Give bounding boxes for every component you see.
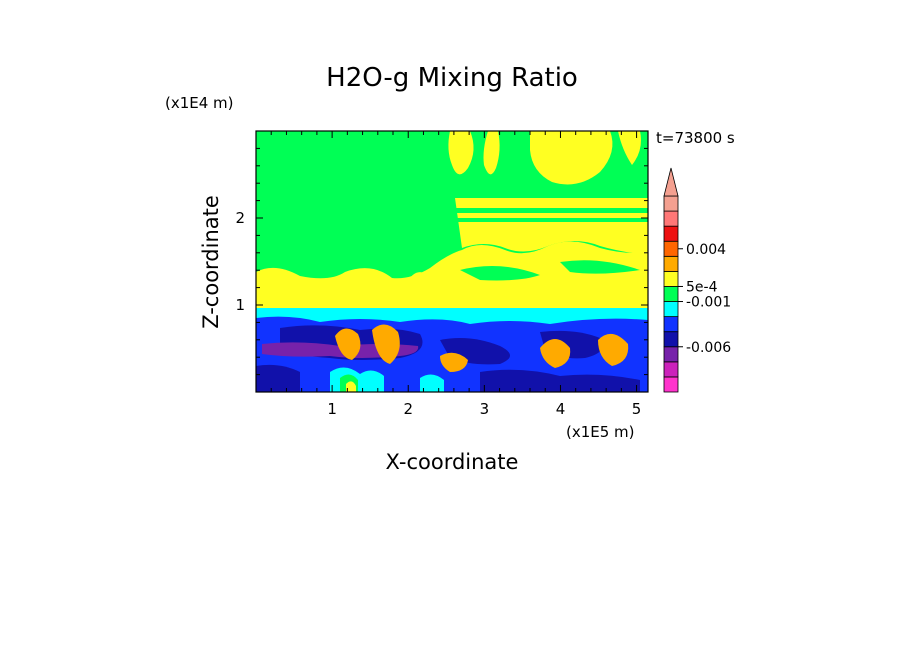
x-axis: 1 2 3 4 5 [270, 131, 642, 418]
colorbar-label: -0.001 [686, 295, 731, 311]
colorbar-level [663, 361, 679, 378]
colorbar-level [663, 210, 679, 227]
time-label: t=73800 s [656, 129, 735, 147]
colorbar-level [663, 195, 679, 212]
colorbar-extend-max [663, 167, 679, 197]
colorbar-level [663, 255, 679, 272]
chart-title: H2O-g Mixing Ratio [326, 63, 578, 93]
colorbar-label: 0.004 [686, 242, 726, 258]
colorbar-label: -0.006 [686, 340, 731, 356]
field-green-streaks [455, 208, 648, 281]
x-tick-label: 4 [556, 400, 566, 418]
colorbar-level [663, 376, 679, 393]
colorbar-level [663, 225, 679, 242]
colorbar-level [663, 331, 679, 348]
y-scale-label: (x1E4 m) [165, 94, 234, 112]
y-tick-label: 2 [235, 209, 245, 227]
field-orange [335, 324, 629, 372]
x-tick-label: 5 [632, 400, 642, 418]
y-tick-label: 1 [235, 296, 245, 314]
colorbar-level [663, 286, 679, 302]
colorbar-level [663, 270, 679, 287]
colorbar-level [663, 316, 679, 333]
colorbar-level [663, 301, 679, 318]
x-tick-label: 2 [403, 400, 413, 418]
colorbar-label: 5e-4 [686, 279, 718, 295]
x-tick-label: 1 [327, 400, 337, 418]
x-scale-label: (x1E5 m) [566, 423, 635, 441]
y-axis: 12 [235, 147, 648, 376]
x-axis-label: X-coordinate [386, 450, 519, 474]
plot-area [256, 131, 648, 392]
x-tick-label: 3 [480, 400, 490, 418]
colorbar-level [663, 240, 679, 257]
y-axis-label: Z-coordinate [199, 195, 223, 329]
field-surface-mix [330, 367, 444, 392]
colorbar-level [663, 346, 679, 363]
plot-frame [255, 130, 649, 393]
